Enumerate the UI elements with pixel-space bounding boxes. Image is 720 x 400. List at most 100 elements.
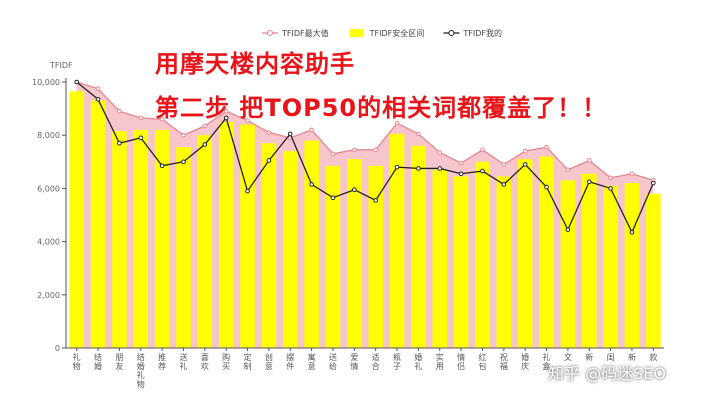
x-tick-label-1: 结婚 <box>94 352 102 371</box>
my-point-20 <box>501 182 507 187</box>
legend-marker-0 <box>267 30 273 36</box>
bar-6 <box>197 135 213 348</box>
bar-22 <box>539 156 554 348</box>
bar-1 <box>90 100 106 349</box>
my-point-26 <box>629 229 635 235</box>
x-tick-label-14: 适合 <box>372 352 380 371</box>
max-point-1 <box>95 86 101 91</box>
my-point-19 <box>480 168 485 174</box>
max-point-18 <box>458 160 464 166</box>
y-tick-label-1: 2,000 <box>37 291 60 300</box>
bar-18 <box>453 176 469 348</box>
legend-label-0: TFIDF最大值 <box>281 28 329 38</box>
bar-27 <box>646 193 661 348</box>
max-point-22 <box>544 144 549 150</box>
bar-9 <box>261 143 277 348</box>
bar-10 <box>282 151 298 348</box>
x-tick-label-23: 文 <box>564 352 572 362</box>
x-tick-label-24: 新 <box>585 352 593 362</box>
x-tick-label-16: 婚礼 <box>414 352 422 371</box>
watermark: 知乎 @码迷SEO <box>548 364 666 383</box>
my-point-24 <box>586 179 592 185</box>
max-line <box>76 81 654 182</box>
x-tick-label-6: 喜欢 <box>201 352 209 371</box>
my-point-3 <box>138 135 144 141</box>
x-tick-label-9: 创意 <box>265 352 273 371</box>
max-point-15 <box>394 120 400 126</box>
x-tick-label-10: 摆件 <box>286 352 294 371</box>
max-point-3 <box>138 115 144 121</box>
max-point-2 <box>117 108 122 114</box>
max-point-5 <box>181 132 186 138</box>
overlay-title-2: 第二步 把TOP50的相关词都覆盖了！！ <box>155 94 608 122</box>
bar-24 <box>581 173 597 348</box>
legend-marker-2 <box>448 30 455 36</box>
x-tick-label-27: 款 <box>649 352 657 362</box>
my-point-0 <box>74 79 79 85</box>
max-point-4 <box>159 116 165 122</box>
y-tick-label-3: 6,000 <box>37 184 60 193</box>
x-tick-label-18: 情侣 <box>457 352 465 371</box>
my-point-27 <box>651 180 656 186</box>
my-point-15 <box>394 164 400 170</box>
bar-2 <box>112 131 127 348</box>
max-point-6 <box>202 123 208 129</box>
bar-11 <box>304 140 319 348</box>
my-point-14 <box>373 198 378 203</box>
my-point-22 <box>544 184 549 190</box>
my-point-4 <box>159 163 165 169</box>
my-point-17 <box>437 166 443 171</box>
my-point-5 <box>181 159 186 165</box>
legend-swatch-1 <box>349 29 364 37</box>
y-tick-label-2: 4,000 <box>37 238 60 247</box>
x-tick-label-20: 祝福 <box>500 352 508 371</box>
my-point-23 <box>565 227 571 232</box>
max-point-12 <box>330 151 336 157</box>
my-point-12 <box>330 195 336 201</box>
x-tick-label-8: 定制 <box>244 352 252 371</box>
max-point-25 <box>608 175 613 181</box>
x-tick-label-2: 朋友 <box>115 353 123 371</box>
bar-20 <box>496 176 512 348</box>
bar-14 <box>368 165 383 348</box>
bar-5 <box>176 147 191 348</box>
bar-13 <box>347 159 362 348</box>
bar-8 <box>240 124 255 348</box>
x-tick-label-25: 闺 <box>607 352 615 362</box>
overlay-title-1: 用摩天楼内容助手 <box>155 50 355 78</box>
x-tick-label-12: 送给 <box>329 352 337 371</box>
bar-17 <box>432 169 448 348</box>
my-point-18 <box>458 171 464 177</box>
bar-21 <box>517 159 533 348</box>
y-tick-label-0: 0 <box>55 344 60 353</box>
max-point-17 <box>437 150 443 155</box>
max-point-7 <box>223 108 229 114</box>
my-point-16 <box>416 166 421 171</box>
max-point-23 <box>565 167 571 173</box>
legend-label-2: TFIDF我的 <box>462 28 502 38</box>
max-point-16 <box>416 131 421 137</box>
x-tick-label-3: 结婚礼物 <box>137 352 145 389</box>
x-tick-label-15: 瓶子 <box>393 352 401 371</box>
x-tick-label-5: 送礼 <box>179 352 187 371</box>
bar-0 <box>69 91 84 348</box>
max-point-11 <box>309 127 314 133</box>
max-point-8 <box>245 118 250 123</box>
x-tick-label-13: 爱情 <box>350 353 358 371</box>
max-point-19 <box>480 147 485 153</box>
bar-15 <box>389 133 405 348</box>
max-point-26 <box>629 171 635 177</box>
bar-12 <box>325 165 341 348</box>
legend-label-1: TFIDF安全区间 <box>369 28 425 38</box>
bar-26 <box>624 183 640 348</box>
my-point-9 <box>266 158 272 163</box>
max-point-24 <box>586 158 592 163</box>
bar-3 <box>133 129 149 348</box>
my-point-1 <box>95 96 101 102</box>
y-tick-label-5: 10,000 <box>32 78 60 87</box>
bar-16 <box>411 145 426 348</box>
my-point-7 <box>223 115 229 121</box>
x-tick-label-4: 推荐 <box>158 352 166 371</box>
bar-4 <box>154 129 170 348</box>
my-point-10 <box>287 131 293 137</box>
